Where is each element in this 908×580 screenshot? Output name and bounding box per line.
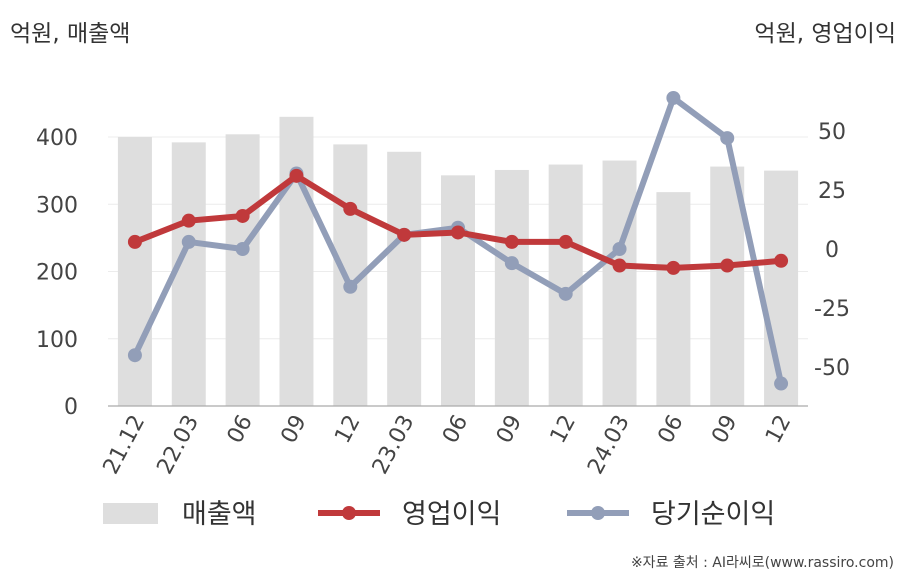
series-point — [181, 213, 196, 228]
revenue-bar — [279, 116, 314, 406]
left-tick-label: 200 — [36, 261, 78, 286]
series-point — [504, 234, 519, 249]
series-point — [127, 348, 142, 363]
series-point — [720, 258, 735, 273]
revenue-bar — [764, 170, 799, 406]
x-tick-label: 21.12 — [99, 411, 151, 478]
right-axis-unit: 억원, 영업이익 — [754, 21, 896, 47]
legend-swatch-revenue — [103, 503, 158, 524]
x-tick-label: 23.03 — [368, 411, 420, 478]
series-point — [558, 234, 573, 249]
series-point — [774, 376, 789, 391]
series-point — [127, 234, 142, 249]
x-tick-label: 12 — [761, 411, 796, 447]
revenue-bars — [117, 116, 799, 406]
right-tick-label: 25 — [818, 179, 846, 204]
left-tick-label: 100 — [36, 328, 78, 353]
right-tick-label: 50 — [818, 120, 846, 145]
left-tick-label: 300 — [36, 193, 78, 218]
series-point — [774, 253, 789, 268]
series-point — [720, 131, 735, 146]
series-point — [343, 201, 358, 216]
x-tick-label: 12 — [546, 411, 581, 447]
legend-swatch-dot — [591, 506, 605, 520]
legend-label: 영업이익 — [402, 499, 501, 530]
right-tick-label: -50 — [814, 356, 850, 381]
series-point — [343, 279, 358, 294]
legend-swatch-dot — [342, 506, 356, 520]
revenue-bar — [656, 192, 691, 406]
revenue-bar — [117, 137, 152, 406]
right-tick-label: -25 — [814, 297, 850, 322]
source-note: ※자료 출처 : AI라씨로(www.rassiro.com) — [630, 555, 894, 571]
series-point — [558, 286, 573, 301]
revenue-bar — [441, 175, 475, 406]
x-tick-label: 09 — [707, 411, 742, 447]
series-point — [289, 168, 304, 183]
series-point — [504, 256, 519, 271]
revenue-bar — [171, 142, 206, 406]
x-tick-label: 09 — [492, 411, 527, 447]
series-point — [235, 208, 250, 223]
revenue-bar — [387, 151, 422, 406]
legend-label: 매출액 — [182, 499, 257, 530]
series-point — [181, 234, 196, 249]
series-lines — [127, 90, 789, 391]
legend-label: 당기순이익 — [651, 499, 775, 530]
series-point — [666, 90, 681, 105]
series-point — [666, 260, 681, 275]
series-point — [451, 225, 465, 240]
x-tick-label: 06 — [223, 411, 258, 447]
revenue-bar — [494, 169, 529, 406]
revenue-bar — [225, 134, 260, 406]
revenue-bar — [602, 160, 637, 406]
x-tick-label: 22.03 — [152, 411, 204, 478]
x-tick-label: 06 — [438, 411, 473, 447]
x-tick-label: 24.03 — [583, 411, 635, 478]
x-tick-label: 09 — [277, 411, 312, 447]
revenue-bar — [710, 166, 745, 406]
series-point — [397, 227, 412, 242]
x-tick-label: 12 — [330, 411, 365, 447]
legend: 매출액 영업이익 당기순이익 — [103, 499, 775, 530]
series-point — [235, 242, 250, 256]
left-axis-unit: 억원, 매출액 — [10, 21, 131, 47]
series-point — [612, 242, 627, 256]
x-tick-label: 06 — [653, 411, 688, 447]
right-tick-label: 0 — [825, 238, 839, 263]
left-tick-label: 400 — [36, 126, 78, 151]
left-tick-label: 0 — [64, 395, 78, 420]
series-point — [612, 258, 627, 273]
